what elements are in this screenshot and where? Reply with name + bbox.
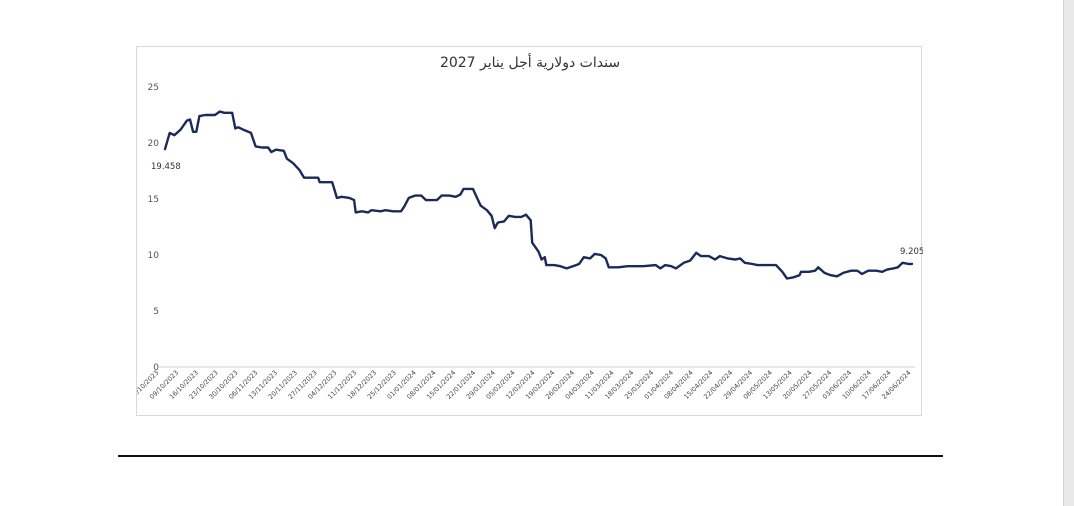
y-tick-label: 20 [148,139,160,149]
y-tick-label: 15 [148,195,159,205]
y-tick-label: 25 [148,83,159,93]
horizontal-divider [118,455,943,457]
line-chart: 051015202502/10/202309/10/202316/10/2023… [137,83,923,401]
chart-title: سندات دولارية أجل يناير 2027 [439,55,621,71]
series-line-0 [163,110,914,280]
data-label-start: 19.458 [151,162,181,172]
y-tick-label: 5 [153,307,159,317]
y-tick-label: 10 [148,251,160,261]
data-label-end: 9.205 [900,247,923,257]
chart-area: سندات دولارية أجل يناير 2027 0 5 10 15 20 25 0… [136,46,923,416]
window-right-edge [1063,0,1074,506]
y-tick-label: 0 [153,363,159,373]
